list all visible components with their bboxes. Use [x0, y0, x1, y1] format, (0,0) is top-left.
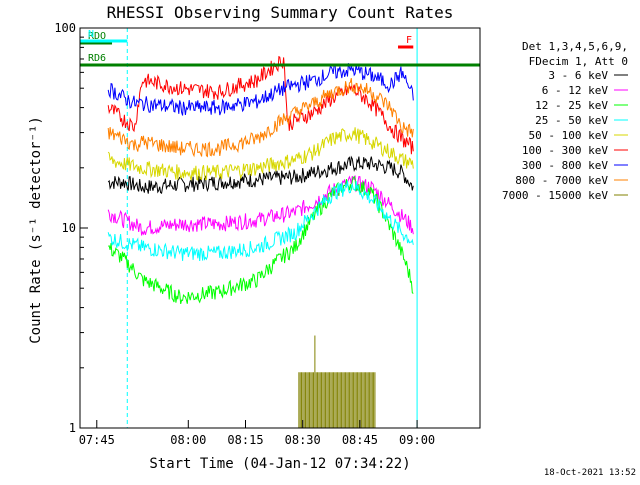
x-tick-label: 07:45: [79, 433, 115, 447]
series-0: [107, 155, 414, 195]
y-axis-label: Count Rate (s⁻¹ detector⁻¹): [28, 116, 44, 344]
series-line: [108, 175, 414, 305]
legend-label: 7000 - 15000 keV: [502, 189, 608, 202]
plot-area: [80, 28, 480, 428]
axes-layer: 1 10 100 07:45 08:00 08:15 08:30 08:45 09:00: [54, 21, 481, 447]
y-tick-label: 10: [62, 221, 76, 235]
series-line: [107, 77, 414, 158]
timestamp: 18-Oct-2021 13:52: [544, 468, 636, 478]
x-axis-label: Start Time (04-Jan-12 07:34:22): [149, 456, 410, 472]
series-line: [107, 127, 414, 181]
series-2: [108, 175, 414, 305]
series-7: [107, 77, 414, 158]
series-5: [107, 55, 414, 155]
series-8: [298, 335, 376, 428]
legend-label: 100 - 300 keV: [522, 144, 608, 157]
series-3: [107, 180, 414, 261]
series-line: [107, 155, 414, 195]
legend-label: 12 - 25 keV: [535, 99, 608, 112]
series-line: [107, 55, 414, 155]
series-line: [107, 63, 414, 116]
flag-label: N: [88, 29, 94, 40]
y-tick-label: 1: [69, 421, 76, 435]
chart-title: RHESSI Observing Summary Count Rates: [107, 3, 454, 22]
legend-label: 50 - 100 keV: [529, 129, 609, 142]
legend-label: 300 - 800 keV: [522, 159, 608, 172]
legend-label: 800 - 7000 keV: [515, 174, 608, 187]
x-tick-label: 08:45: [342, 433, 378, 447]
x-tick-label: 08:30: [285, 433, 321, 447]
flag-label: RD6: [88, 53, 106, 64]
legend: Det 1,3,4,5,6,9, FDecim 1, Att 03 - 6 keV…: [502, 40, 628, 202]
plot-layer: RDO RD6 N F: [79, 28, 481, 428]
x-tick-label: 09:00: [399, 433, 435, 447]
legend-label: 25 - 50 keV: [535, 114, 608, 127]
series-line: [107, 180, 414, 261]
x-tick-label: 08:00: [170, 433, 206, 447]
legend-label: 6 - 12 keV: [542, 84, 609, 97]
y-tick-label: 100: [54, 21, 76, 35]
x-tick-label: 08:15: [227, 433, 263, 447]
legend-header: FDecim 1, Att 0: [529, 55, 628, 68]
flag-label: F: [406, 35, 412, 46]
series-6: [107, 63, 414, 116]
legend-label: 3 - 6 keV: [548, 69, 608, 82]
flag-label: RDO: [88, 31, 106, 42]
legend-header: Det 1,3,4,5,6,9,: [522, 40, 628, 53]
series-4: [107, 127, 414, 181]
